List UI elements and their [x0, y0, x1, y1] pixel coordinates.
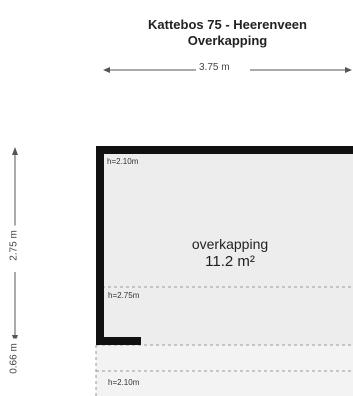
height-label-top: h=2.10m — [107, 157, 139, 166]
left-dimension-label: 2.75 m — [8, 225, 20, 266]
height-label-middle: h=2.75m — [108, 291, 140, 300]
top-dimension-line — [103, 67, 352, 73]
floor-area — [96, 148, 353, 345]
room-name: overkapping — [191, 236, 269, 252]
wall-left — [96, 146, 104, 345]
walls — [96, 146, 353, 345]
wall-top — [96, 146, 353, 154]
height-label-bottom: h=2.10m — [108, 378, 140, 387]
left-bottom-dimension-label: 0.66 m — [8, 338, 20, 379]
plan-title: Kattebos 75 - Heerenveen — [148, 17, 307, 32]
left-dimension-line — [12, 147, 18, 343]
room-area: 11.2 m² — [205, 253, 255, 270]
wall-bottom-stub — [96, 337, 141, 345]
top-dimension-label: 3.75 m — [196, 62, 233, 73]
plan-subtitle: Overkapping — [187, 33, 268, 48]
